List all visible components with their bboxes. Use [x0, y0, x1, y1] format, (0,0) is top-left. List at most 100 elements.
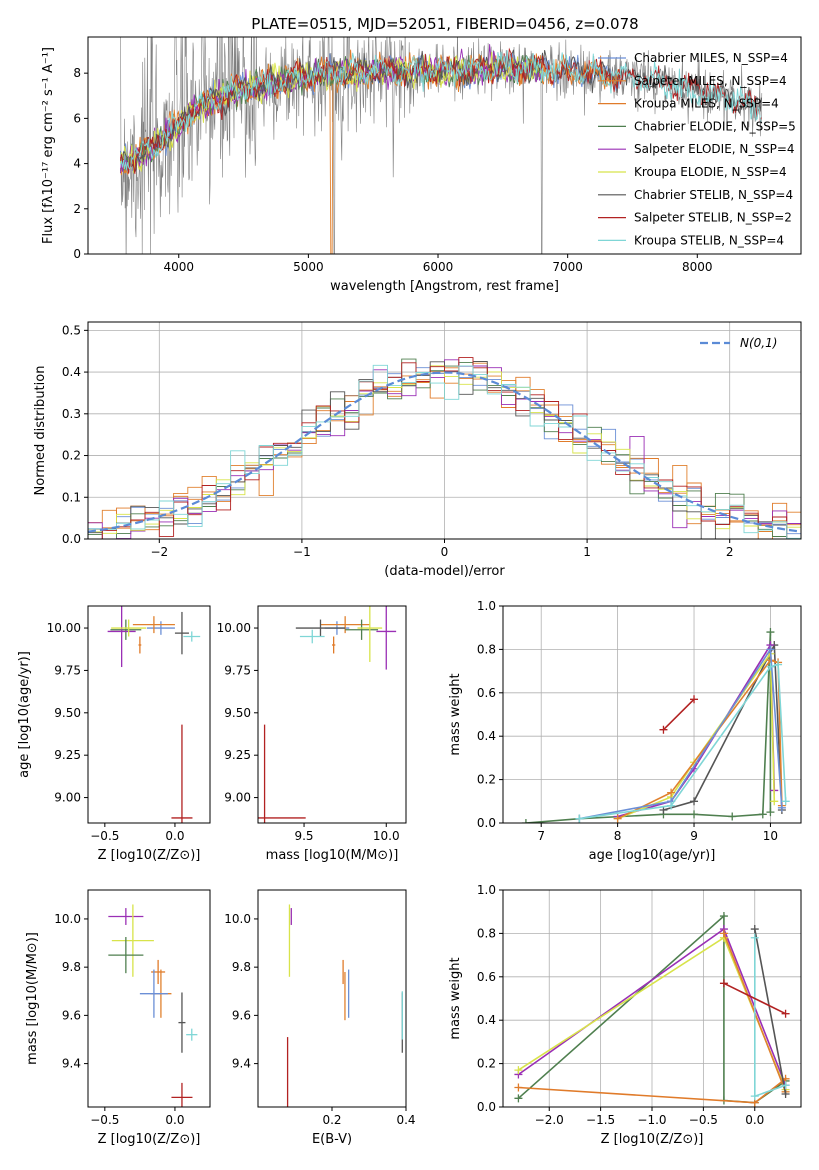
- x-tick-label: 0.4: [396, 1113, 415, 1127]
- y-tick-label: 0.8: [477, 926, 496, 940]
- series-marker: [719, 912, 728, 921]
- y-tick-label: 0.4: [477, 1013, 496, 1027]
- axes-frame: [502, 605, 802, 824]
- series-marker: [774, 660, 783, 669]
- y-axis-label: Flux [fλ10⁻¹⁷ erg cm⁻² s⁻¹ A⁻¹]: [41, 47, 56, 244]
- plot-area: [107, 606, 201, 823]
- y-tick-label: 9.4: [62, 1057, 81, 1071]
- series-marker: [514, 1083, 523, 1092]
- series-marker: [690, 695, 699, 704]
- y-tick-label: 9.8: [232, 960, 251, 974]
- y-tick-label: 10.00: [47, 621, 81, 635]
- y-tick-label: 10.0: [54, 912, 81, 926]
- series-marker: [613, 814, 622, 823]
- series-marker: [690, 797, 699, 806]
- axes-frame: [257, 605, 407, 824]
- x-axis-label: Z [log10(Z/Z⊙)]: [98, 1132, 201, 1147]
- x-axis-label: Z [log10(Z/Z⊙)]: [98, 848, 201, 863]
- y-tick-label: 9.4: [232, 1057, 251, 1071]
- x-tick-label: 7: [537, 829, 545, 843]
- x-tick-label: 10: [763, 829, 778, 843]
- y-tick-label: 8: [73, 66, 81, 80]
- y-axis-label: age [log10(age/yr)]: [17, 651, 32, 778]
- legend-label: Salpeter STELIB, N_SSP=2: [634, 211, 792, 225]
- x-tick-label: 2: [726, 545, 734, 559]
- series-marker: [728, 812, 737, 821]
- y-tick-label: 0.2: [477, 1057, 496, 1071]
- series-line-chabrier-miles: [579, 646, 783, 820]
- legend-label: Kroupa ELODIE, N_SSP=4: [634, 165, 787, 179]
- series-marker: [514, 1066, 523, 1075]
- x-axis-label: age [log10(age/yr)]: [589, 848, 716, 863]
- y-tick-label: 0.6: [477, 686, 496, 700]
- axes-frame: [87, 605, 211, 824]
- legend-label: Chabrier ELODIE, N_SSP=5: [634, 119, 796, 133]
- legend-label: Kroupa MILES, N_SSP=4: [634, 97, 779, 111]
- series-marker: [521, 819, 530, 823]
- y-axis-label: mass weight: [448, 673, 463, 755]
- series-marker: [659, 725, 668, 734]
- x-tick-label: 8: [614, 829, 622, 843]
- y-axis-label: Normed distribution: [33, 366, 48, 496]
- series-marker: [667, 788, 676, 797]
- series-marker: [690, 810, 699, 819]
- histogram-salpeter-stelib: [101, 357, 801, 539]
- y-tick-label: 0.2: [477, 773, 496, 787]
- x-tick-label: −2.0: [535, 1113, 564, 1127]
- y-tick-label: 1.0: [477, 599, 496, 613]
- y-tick-label: 1.0: [477, 883, 496, 897]
- plot-area: [514, 912, 790, 1107]
- series-marker: [766, 808, 775, 817]
- y-tick-label: 9.25: [54, 748, 81, 762]
- axes-weight-vs-age: 7 8 9 10 0.0 0.2 0.4 0.6 0.8 1.0 age [log10(age/yr…: [448, 599, 802, 863]
- x-tick-label: 7000: [552, 260, 583, 274]
- series-marker: [781, 1081, 790, 1090]
- plot-area: [258, 606, 397, 823]
- x-axis-label: wavelength [Angstrom, rest frame]: [330, 279, 559, 294]
- y-tick-label: 9.75: [224, 663, 251, 677]
- series-marker: [758, 810, 767, 819]
- axes-residuals: −2 −1 0 1 2 0.0 0.1 0.2 0.3 0.4 0.5 (data-model)/er…: [33, 321, 802, 579]
- x-tick-label: 10.0: [373, 829, 400, 843]
- series-marker: [766, 645, 775, 654]
- model-line-kroupa-stelib: [119, 50, 762, 170]
- y-axis-label: mass [log10(M/M⊙)]: [25, 932, 40, 1065]
- series-marker: [766, 628, 775, 637]
- axes-age-vs-mass: 9.5 10.0 9.00 9.25 9.50 9.75 10.00 mass [log10(…: [217, 605, 407, 863]
- y-tick-label: 9.6: [62, 1008, 81, 1022]
- x-tick-label: 1: [583, 545, 591, 559]
- y-tick-label: 0.5: [62, 323, 81, 337]
- y-tick-label: 4: [73, 157, 81, 171]
- axes-weight-vs-Z: −2.0 −1.5 −1.0 −0.5 0.0 0.0 0.2 0.4 0.6 0.8 1.0 Z […: [448, 883, 802, 1147]
- y-tick-label: 9.6: [232, 1008, 251, 1022]
- y-tick-label: 2: [73, 202, 81, 216]
- normal-curve: [88, 371, 801, 533]
- series-marker: [770, 797, 779, 806]
- y-tick-label: 0.8: [477, 642, 496, 656]
- x-tick-label: −1: [293, 545, 311, 559]
- plot-area: [521, 628, 790, 823]
- series-marker: [750, 1092, 759, 1101]
- plot-area: [88, 357, 801, 539]
- legend-label: Salpeter ELODIE, N_SSP=4: [634, 142, 795, 156]
- y-tick-label: 0.4: [62, 365, 81, 379]
- legend-label: N(0,1): [740, 336, 777, 350]
- y-tick-label: 9.8: [62, 960, 81, 974]
- series-marker: [781, 1009, 790, 1018]
- legend-label: Chabrier MILES, N_SSP=4: [634, 51, 788, 65]
- y-tick-label: 0.0: [62, 532, 81, 546]
- x-tick-label: −0.5: [90, 1113, 119, 1127]
- x-tick-label: −1.0: [637, 1113, 666, 1127]
- x-tick-label: 5000: [293, 260, 324, 274]
- axes-mass-vs-Z: −0.5 0.0 9.4 9.6 9.8 10.0 Z [log10(Z/Z⊙)] mass …: [25, 889, 211, 1147]
- axes-frame: [257, 889, 407, 1108]
- axes-frame: [87, 889, 211, 1108]
- x-tick-label: 0.0: [165, 829, 184, 843]
- series-marker: [766, 662, 775, 671]
- x-tick-label: −0.5: [689, 1113, 718, 1127]
- legend-label: Kroupa STELIB, N_SSP=4: [634, 233, 784, 247]
- model-line-chabrier-stelib: [119, 49, 762, 175]
- series-marker: [750, 933, 759, 942]
- plot-area: [119, 37, 763, 254]
